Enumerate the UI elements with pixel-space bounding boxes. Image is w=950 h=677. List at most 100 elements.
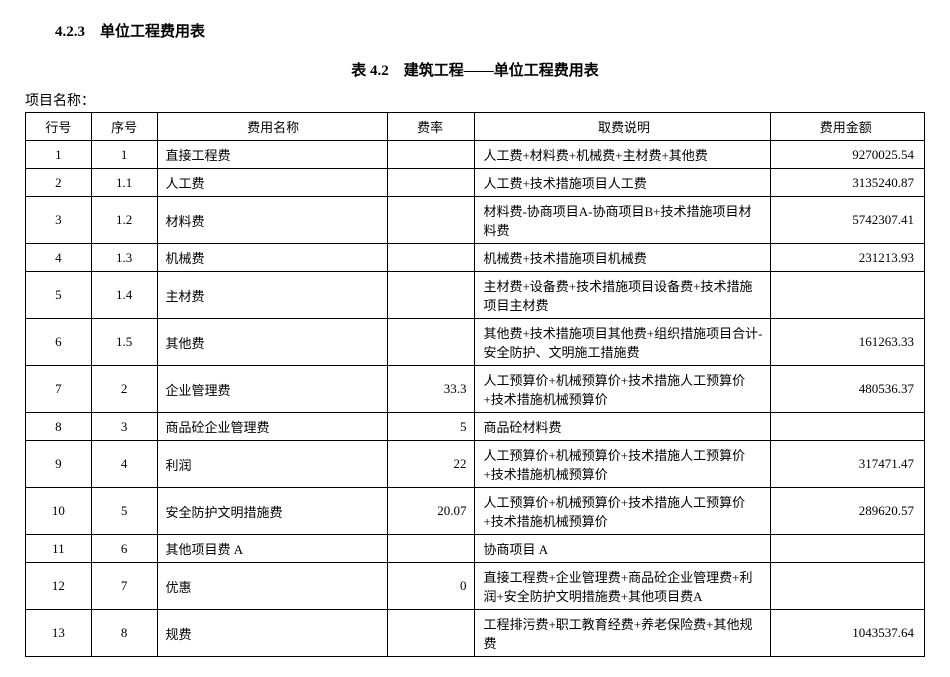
cell-desc: 商品砼材料费: [475, 413, 771, 441]
col-header-seq: 序号: [91, 113, 157, 141]
cell-seq: 1.1: [91, 169, 157, 197]
cell-name: 直接工程费: [157, 141, 387, 169]
cell-seq: 1.4: [91, 272, 157, 319]
project-name-label: 项目名称：: [25, 90, 925, 110]
cell-rate: [387, 141, 475, 169]
cell-rate: 5: [387, 413, 475, 441]
cell-rate: [387, 535, 475, 563]
cell-name: 企业管理费: [157, 366, 387, 413]
cell-rowno: 11: [26, 535, 92, 563]
cell-name: 其他费: [157, 319, 387, 366]
table-row: 127优惠0直接工程费+企业管理费+商品砼企业管理费+利润+安全防护文明措施费+…: [26, 563, 925, 610]
cell-desc: 人工预算价+机械预算价+技术措施人工预算价+技术措施机械预算价: [475, 441, 771, 488]
cell-amount: 161263.33: [771, 319, 925, 366]
cell-desc: 人工费+材料费+机械费+主材费+其他费: [475, 141, 771, 169]
cell-name: 规费: [157, 610, 387, 657]
cell-name: 其他项目费 A: [157, 535, 387, 563]
cell-seq: 8: [91, 610, 157, 657]
cell-name: 材料费: [157, 197, 387, 244]
table-row: 11直接工程费人工费+材料费+机械费+主材费+其他费9270025.54: [26, 141, 925, 169]
cell-desc: 主材费+设备费+技术措施项目设备费+技术措施项目主材费: [475, 272, 771, 319]
table-row: 31.2材料费 材料费-协商项目A-协商项目B+技术措施项目材料费5742307.…: [26, 197, 925, 244]
cell-seq: 7: [91, 563, 157, 610]
cell-rowno: 8: [26, 413, 92, 441]
table-row: 51.4主材费 主材费+设备费+技术措施项目设备费+技术措施项目主材费: [26, 272, 925, 319]
cell-seq: 6: [91, 535, 157, 563]
cell-desc: 人工预算价+机械预算价+技术措施人工预算价+技术措施机械预算价: [475, 488, 771, 535]
cell-name: 人工费: [157, 169, 387, 197]
cell-amount: 480536.37: [771, 366, 925, 413]
table-body: 11直接工程费人工费+材料费+机械费+主材费+其他费9270025.5421.1…: [26, 141, 925, 657]
cell-rowno: 12: [26, 563, 92, 610]
table-row: 116其他项目费 A 协商项目 A: [26, 535, 925, 563]
table-row: 138规费工程排污费+职工教育经费+养老保险费+其他规费1043537.64: [26, 610, 925, 657]
cell-seq: 5: [91, 488, 157, 535]
cell-desc: 其他费+技术措施项目其他费+组织措施项目合计-安全防护、文明施工措施费: [475, 319, 771, 366]
col-header-amount: 费用金额: [771, 113, 925, 141]
table-header-row: 行号 序号 费用名称 费率 取费说明 费用金额: [26, 113, 925, 141]
cell-name: 安全防护文明措施费: [157, 488, 387, 535]
col-header-desc: 取费说明: [475, 113, 771, 141]
cell-rate: [387, 197, 475, 244]
cell-seq: 4: [91, 441, 157, 488]
cell-rate: 33.3: [387, 366, 475, 413]
cell-rowno: 1: [26, 141, 92, 169]
table-row: 41.3机械费机械费+技术措施项目机械费231213.93: [26, 244, 925, 272]
cell-desc: 机械费+技术措施项目机械费: [475, 244, 771, 272]
cell-desc: 工程排污费+职工教育经费+养老保险费+其他规费: [475, 610, 771, 657]
cell-seq: 1.2: [91, 197, 157, 244]
cell-amount: 317471.47: [771, 441, 925, 488]
cell-desc: 人工费+技术措施项目人工费: [475, 169, 771, 197]
col-header-rate: 费率: [387, 113, 475, 141]
table-row: 72企业管理费33.3人工预算价+机械预算价+技术措施人工预算价+技术措施机械预…: [26, 366, 925, 413]
cell-amount: 5742307.41: [771, 197, 925, 244]
cell-rowno: 10: [26, 488, 92, 535]
cell-rowno: 2: [26, 169, 92, 197]
col-header-name: 费用名称: [157, 113, 387, 141]
section-title: 4.2.3 单位工程费用表: [55, 20, 925, 41]
cell-amount: 289620.57: [771, 488, 925, 535]
cell-amount: 1043537.64: [771, 610, 925, 657]
table-row: 105安全防护文明措施费20.07人工预算价+机械预算价+技术措施人工预算价+技…: [26, 488, 925, 535]
table-row: 83商品砼企业管理费5商品砼材料费: [26, 413, 925, 441]
cell-seq: 1: [91, 141, 157, 169]
table-row: 94利润22人工预算价+机械预算价+技术措施人工预算价+技术措施机械预算价317…: [26, 441, 925, 488]
cell-rowno: 5: [26, 272, 92, 319]
table-row: 61.5其他费 其他费+技术措施项目其他费+组织措施项目合计-安全防护、文明施工措…: [26, 319, 925, 366]
cell-rowno: 7: [26, 366, 92, 413]
cell-rate: [387, 610, 475, 657]
cell-name: 商品砼企业管理费: [157, 413, 387, 441]
cell-name: 优惠: [157, 563, 387, 610]
cell-rate: 20.07: [387, 488, 475, 535]
fee-table: 行号 序号 费用名称 费率 取费说明 费用金额 11直接工程费人工费+材料费+机…: [25, 112, 925, 657]
cell-seq: 3: [91, 413, 157, 441]
table-row: 21.1人工费 人工费+技术措施项目人工费3135240.87: [26, 169, 925, 197]
cell-desc: 协商项目 A: [475, 535, 771, 563]
cell-name: 机械费: [157, 244, 387, 272]
cell-rate: [387, 272, 475, 319]
cell-rate: 22: [387, 441, 475, 488]
table-caption: 表 4.2 建筑工程——单位工程费用表: [25, 59, 925, 80]
cell-desc: 直接工程费+企业管理费+商品砼企业管理费+利润+安全防护文明措施费+其他项目费A: [475, 563, 771, 610]
cell-amount: [771, 413, 925, 441]
cell-seq: 2: [91, 366, 157, 413]
cell-rate: [387, 319, 475, 366]
cell-seq: 1.5: [91, 319, 157, 366]
cell-amount: [771, 272, 925, 319]
cell-rate: [387, 169, 475, 197]
cell-name: 利润: [157, 441, 387, 488]
cell-rowno: 3: [26, 197, 92, 244]
cell-desc: 人工预算价+机械预算价+技术措施人工预算价+技术措施机械预算价: [475, 366, 771, 413]
cell-amount: [771, 563, 925, 610]
cell-rate: 0: [387, 563, 475, 610]
cell-name: 主材费: [157, 272, 387, 319]
cell-amount: 3135240.87: [771, 169, 925, 197]
cell-rowno: 9: [26, 441, 92, 488]
cell-rate: [387, 244, 475, 272]
cell-seq: 1.3: [91, 244, 157, 272]
cell-amount: [771, 535, 925, 563]
cell-desc: 材料费-协商项目A-协商项目B+技术措施项目材料费: [475, 197, 771, 244]
cell-amount: 9270025.54: [771, 141, 925, 169]
cell-rowno: 6: [26, 319, 92, 366]
col-header-rowno: 行号: [26, 113, 92, 141]
